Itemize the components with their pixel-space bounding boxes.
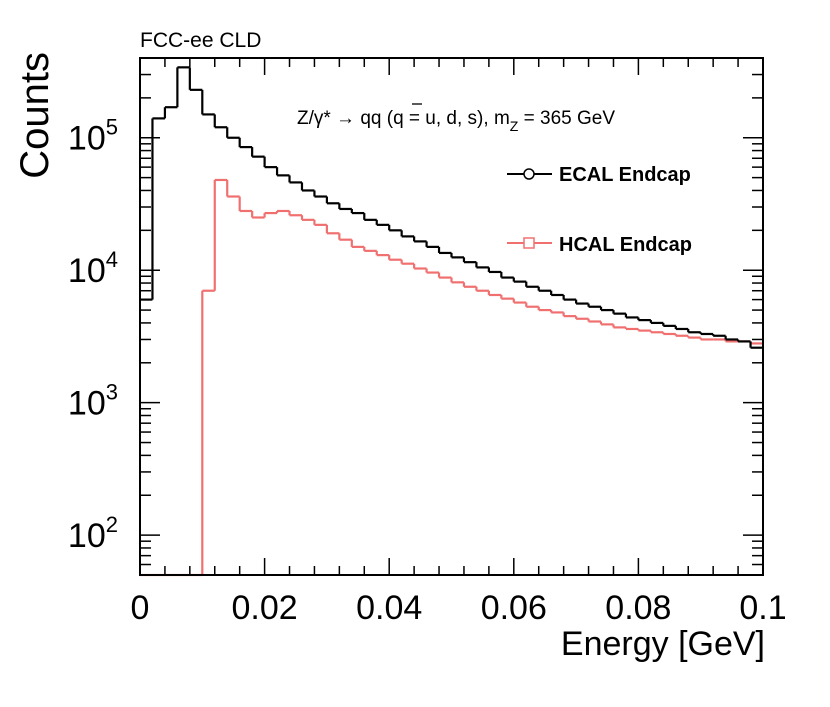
process-label-subscript: Z xyxy=(510,118,519,134)
y-tick-label: 102 xyxy=(68,512,118,555)
y-axis-label: Counts xyxy=(13,52,57,179)
x-tick-label: 0.06 xyxy=(481,589,547,627)
legend: ECAL Endcap HCAL Endcap xyxy=(507,164,692,256)
process-label-tail: = 365 GeV xyxy=(518,108,615,129)
series-ecal xyxy=(140,66,763,349)
y-tick-label: 104 xyxy=(68,247,118,290)
process-label-qbar: q xyxy=(371,108,382,129)
series-hcal xyxy=(140,178,763,577)
histogram-series-layer xyxy=(140,66,763,577)
x-tick-label: 0.1 xyxy=(739,589,786,627)
legend-label-ecal: ECAL Endcap xyxy=(559,164,691,186)
legend-label-hcal: HCAL Endcap xyxy=(559,234,692,256)
x-tick-label: 0.08 xyxy=(605,589,671,627)
y-tick-label: 103 xyxy=(68,380,118,423)
x-tick-label: 0.04 xyxy=(356,589,422,627)
x-tick-label: 0 xyxy=(131,589,150,627)
y-tick-label: 105 xyxy=(68,115,118,158)
legend-marker-hcal xyxy=(523,237,535,249)
process-label-lhs: Z/γ* → q xyxy=(297,108,371,129)
legend-marker-ecal xyxy=(523,168,535,180)
legend-entry-ecal: ECAL Endcap xyxy=(507,164,691,186)
x-tick-label: 0.02 xyxy=(232,589,298,627)
process-label: Z/γ* → qq (q = u, d, s), mZ = 365 GeV xyxy=(297,108,615,134)
plot-frame xyxy=(139,57,764,576)
legend-entry-hcal: HCAL Endcap xyxy=(507,234,692,256)
process-label-rhs: (q = u, d, s), m xyxy=(381,108,509,129)
axis-ticks: 0 0.02 0.04 0.06 0.08 0.1 102 103 104 105 xyxy=(68,57,787,627)
x-axis-label: Energy [GeV] xyxy=(561,625,765,663)
experiment-label: FCC-ee CLD xyxy=(140,29,261,52)
